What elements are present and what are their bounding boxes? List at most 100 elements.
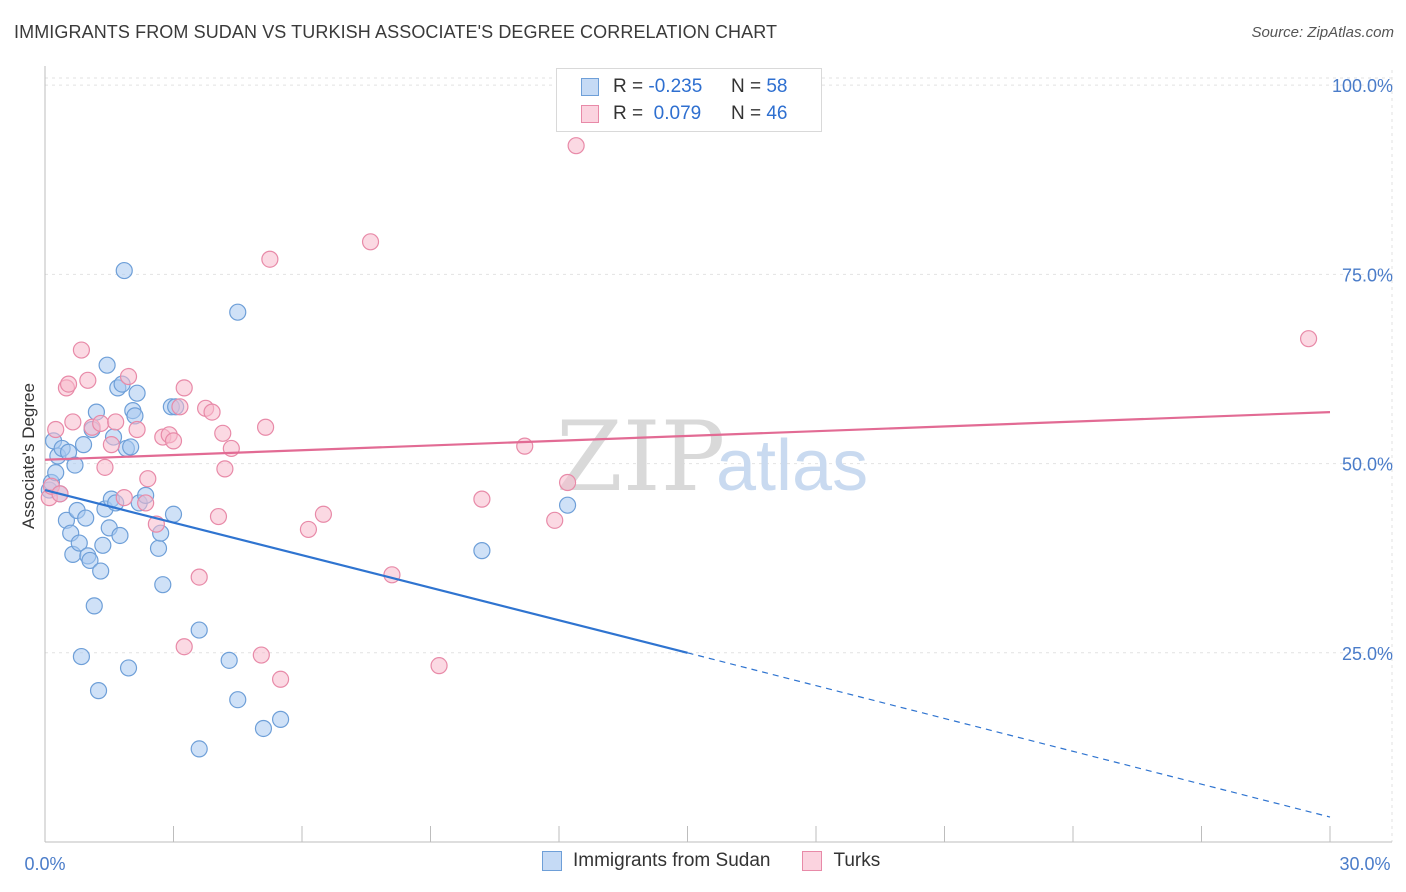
turks-point — [107, 413, 125, 431]
sudan-point — [77, 509, 95, 527]
sudan-point — [122, 438, 140, 456]
sudan-point — [81, 551, 99, 570]
x-tick-label: 0.0% — [24, 854, 65, 874]
legend-r-value: 0.079 — [648, 103, 702, 124]
sudan-point — [115, 261, 133, 280]
legend-swatch-pink — [581, 105, 599, 123]
legend-row-turks: R = 0.079 N = 46 — [581, 101, 787, 127]
turks-point — [214, 424, 232, 442]
turks-point — [271, 670, 290, 688]
legend-swatch-blue — [542, 851, 562, 871]
y-axis-title: Associate's Degree — [19, 383, 38, 529]
turks-point — [171, 398, 189, 416]
y-tick-label: 100.0% — [1332, 76, 1393, 96]
turks-point — [137, 494, 155, 512]
turks-point — [430, 657, 448, 675]
turks-point — [256, 418, 275, 436]
turks-point — [203, 403, 221, 421]
sudan-point — [111, 526, 129, 545]
turks-point — [252, 646, 270, 664]
y-tick-label: 75.0% — [1342, 265, 1393, 285]
turks-point — [314, 505, 333, 523]
turks-point — [216, 460, 234, 478]
grid-lines — [45, 70, 1393, 842]
sudan-point — [66, 456, 84, 474]
sudan-point — [85, 597, 103, 615]
legend-row-sudan: R = -0.235 N = 58 — [581, 74, 787, 100]
legend-label-sudan: Immigrants from Sudan — [573, 850, 771, 871]
turks-point — [546, 511, 564, 529]
legend-label-turks: Turks — [833, 850, 881, 871]
sudan-point — [473, 542, 491, 560]
watermark: ZIP atlas — [556, 401, 868, 513]
watermark-atlas: atlas — [716, 426, 868, 506]
data-points — [40, 137, 1318, 758]
sudan-point — [271, 710, 290, 728]
tick-labels: 25.0% 50.0% 75.0% 100.0% 0.0% 30.0% — [24, 76, 1393, 874]
turks-point — [567, 137, 585, 155]
turks-point — [64, 413, 82, 431]
turks-point — [558, 473, 577, 492]
turks-point — [164, 432, 183, 450]
legend-n-value: 46 — [766, 103, 788, 124]
turks-point — [139, 470, 157, 488]
legend-n-label: N = — [730, 103, 762, 124]
sudan-point — [94, 536, 112, 554]
sudan-point — [119, 659, 138, 677]
legend-swatch-pink — [802, 851, 823, 871]
sudan-point — [154, 576, 172, 594]
turks-point — [59, 375, 78, 393]
turks-point — [79, 371, 97, 389]
legend-n-value: 58 — [766, 76, 788, 97]
trend-line-turks — [44, 411, 1331, 461]
turks-point — [299, 520, 318, 539]
y-tick-label: 50.0% — [1342, 455, 1393, 475]
trend-line-sudan-extrapolated — [687, 652, 1331, 818]
stats-legend: R = -0.235 N = 58 R = 0.079 N = 46 — [556, 68, 822, 132]
turks-point — [119, 367, 138, 386]
sudan-point — [98, 356, 116, 374]
sudan-point — [190, 621, 208, 639]
trend-lines — [44, 411, 1331, 818]
sudan-point — [164, 505, 183, 523]
turks-point — [361, 233, 380, 251]
x-tick-label: 30.0% — [1339, 854, 1390, 874]
turks-point — [1299, 330, 1318, 348]
sudan-point — [149, 539, 168, 557]
legend-n-label: N = — [730, 76, 762, 97]
sudan-point — [70, 534, 88, 552]
turks-point — [473, 490, 491, 508]
chart-title: IMMIGRANTS FROM SUDAN VS TURKISH ASSOCIA… — [14, 22, 778, 42]
turks-point — [175, 638, 193, 656]
sudan-point — [229, 691, 247, 709]
turks-point — [261, 250, 279, 268]
turks-point — [96, 458, 114, 476]
turks-point — [115, 489, 133, 507]
legend-swatch-blue — [581, 78, 599, 96]
turks-point — [516, 437, 534, 455]
sudan-point — [89, 682, 108, 700]
sudan-point — [128, 384, 146, 402]
legend-r-label: R = — [613, 76, 644, 97]
y-tick-label: 25.0% — [1342, 644, 1393, 664]
sudan-point — [72, 647, 91, 666]
sudan-point — [558, 496, 577, 514]
watermark-zip: ZIP — [556, 401, 725, 513]
turks-point — [72, 341, 91, 359]
trend-line-sudan — [44, 488, 688, 654]
sudan-point — [74, 436, 93, 454]
turks-point — [92, 414, 110, 433]
legend-r-label: R = — [613, 103, 644, 124]
series-legend: Immigrants from Sudan Turks — [542, 850, 912, 872]
turks-point — [209, 507, 228, 526]
axes — [44, 66, 1392, 843]
legend-item-turks[interactable]: Turks — [802, 850, 880, 872]
sudan-point — [229, 303, 247, 321]
turks-point — [128, 420, 146, 439]
legend-r-value: -0.235 — [648, 76, 703, 97]
legend-item-sudan[interactable]: Immigrants from Sudan — [542, 850, 770, 872]
sudan-point — [220, 651, 238, 669]
turks-point — [175, 379, 193, 397]
sudan-point — [190, 740, 208, 758]
